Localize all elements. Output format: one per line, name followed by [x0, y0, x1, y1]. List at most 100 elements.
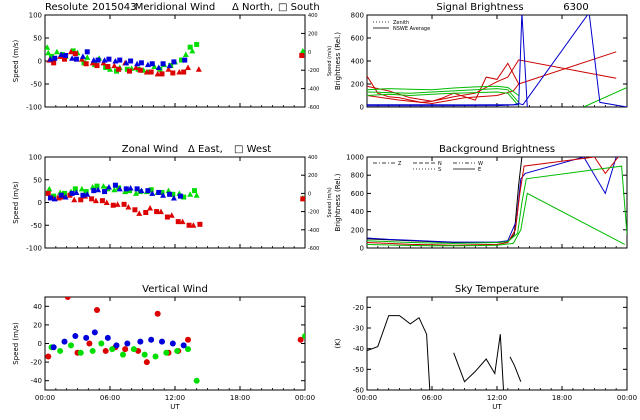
data-point-north [45, 44, 51, 50]
y-tick-label: -20 [31, 359, 42, 367]
data-point-east-blue [69, 190, 75, 196]
data-point-west-red [157, 208, 164, 215]
data-point-south [49, 53, 54, 59]
data-point-west-blue [149, 190, 156, 196]
x-tick-label: 12:00 [487, 394, 507, 402]
data-point-east-blue [177, 193, 183, 199]
y-tick-label: 50 [33, 35, 42, 43]
data-point-south-east [181, 69, 187, 75]
data-point-south [70, 48, 76, 54]
data-point-west-blue [116, 185, 123, 192]
signal-brightness-panel: Signal Brightness 6300 0 200 400 600 800 Bright… [334, 2, 628, 112]
plot-area [45, 41, 305, 77]
data-point-south-west [138, 60, 144, 66]
data-point-east-blue [134, 186, 140, 192]
data-point-east-blue [156, 189, 162, 195]
y-tick-label: -30 [353, 325, 364, 333]
data-point-blue [169, 340, 176, 347]
data-point-west [192, 188, 197, 194]
series-line-red-3 [367, 83, 520, 105]
right-y-tick-label: -200 [308, 68, 319, 74]
y-tick-label: 400 [351, 58, 364, 66]
plot-area [367, 315, 522, 390]
data-point-south-east [83, 61, 89, 67]
data-point-west [170, 191, 176, 197]
y-tick-label: -100 [26, 104, 42, 112]
y-axis-label: (K) [334, 338, 342, 348]
y-tick-label: 800 [351, 12, 364, 20]
data-point-east [165, 187, 172, 194]
series-line-temperature-1 [367, 315, 431, 390]
legend-label: S [438, 167, 441, 173]
data-point-north-west [112, 58, 119, 64]
series-line-green-3 [367, 91, 520, 107]
data-point-west [72, 186, 78, 192]
data-point-south-east [170, 70, 176, 76]
data-point-west [94, 183, 100, 189]
data-point-east-blue [102, 189, 108, 195]
data-point-south-east [137, 67, 143, 73]
series-line-green-2 [367, 88, 520, 103]
data-point-west-red [147, 204, 154, 211]
data-point-south-east [148, 69, 154, 75]
data-point-north [45, 49, 52, 56]
data-point-green [174, 347, 181, 354]
data-point-west [83, 189, 89, 195]
data-point-east-blue [167, 191, 173, 197]
data-point-green [193, 377, 200, 384]
data-point-north [189, 47, 196, 54]
data-point-east [100, 183, 107, 189]
y-tick-label: 200 [351, 81, 364, 89]
y-tick-label: -60 [353, 387, 364, 395]
data-point-blue [113, 342, 120, 349]
meridional-wind-panel: Meridional Wind Δ North, □ South -100 -50 0 50… [12, 2, 333, 112]
x-tick-label: 18:00 [552, 394, 572, 402]
y-tick-label: 100 [29, 154, 42, 162]
data-point-south-east [127, 68, 132, 74]
series-line-red-2 [367, 59, 617, 102]
chart-title: Signal Brightness [436, 2, 523, 13]
data-point-south-east [51, 60, 57, 66]
sky-temperature-panel: Sky Temperature 00:00 06:00 12:00 18:00 00:00… [334, 284, 637, 411]
data-point-west [159, 189, 165, 195]
right-y-axis-label: Speed (m/s) [327, 187, 333, 217]
data-point-west-blue [170, 194, 177, 201]
legend-label: N [438, 161, 442, 167]
data-point-west-blue [62, 194, 69, 200]
y-tick-label: 0 [38, 199, 42, 207]
data-point-east-red [143, 210, 149, 216]
direction-legend-label: Δ East, [188, 144, 223, 155]
legend-label: NSWE Average [393, 26, 430, 32]
data-point-south-east [94, 63, 100, 69]
data-point-east-blue [91, 188, 97, 194]
y-tick-label: 100 [29, 12, 42, 20]
data-point-east [133, 190, 139, 196]
data-point-south-east [105, 64, 111, 70]
data-point-west [148, 187, 154, 193]
x-tick-label: 06:00 [100, 394, 120, 402]
x-axis-label: UT [170, 403, 180, 411]
data-point-north-west [166, 62, 173, 69]
data-point-north-west [79, 53, 86, 59]
data-point-green [68, 342, 74, 349]
data-point-east-red [186, 222, 192, 228]
data-point-east [111, 186, 118, 193]
data-point-west-blue [127, 184, 134, 191]
y-tick-label: -40 [31, 377, 42, 385]
data-point-east-blue [58, 192, 64, 198]
data-point-green [98, 340, 105, 347]
right-y-tick-label: 0 [308, 50, 311, 56]
y-axis-label: Brightness (Rel.) [334, 173, 342, 231]
data-point-north [107, 66, 113, 72]
data-point-west [181, 194, 187, 200]
right-y-tick-label: -400 [308, 228, 319, 234]
data-point-blue [61, 338, 68, 345]
data-point-green [57, 347, 64, 354]
series-line-blue-2 [367, 15, 528, 107]
data-point-east [193, 192, 200, 198]
data-point-north-west [69, 55, 76, 61]
data-point-south-west [171, 59, 177, 65]
data-point-red [86, 340, 93, 347]
y-tick-label: 0 [38, 340, 42, 348]
data-point-red [185, 336, 191, 343]
